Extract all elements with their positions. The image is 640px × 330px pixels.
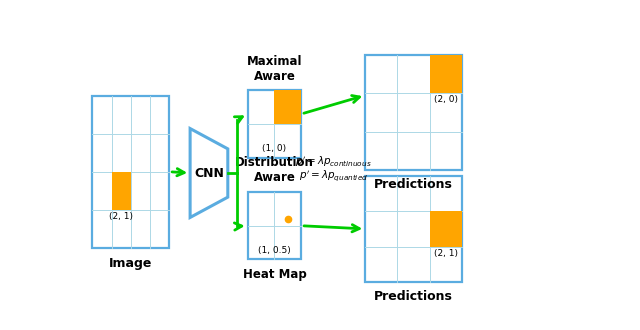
Text: (1, 0.5): (1, 0.5) — [258, 246, 291, 255]
Text: (2, 1): (2, 1) — [109, 213, 133, 221]
Bar — [111, 172, 131, 210]
Bar — [92, 95, 169, 248]
Text: Distribution
Aware: Distribution Aware — [235, 156, 314, 184]
Text: Image: Image — [109, 257, 152, 270]
Text: Heat Map: Heat Map — [243, 268, 307, 281]
Text: (2, 1): (2, 1) — [434, 249, 458, 258]
Bar — [248, 192, 301, 259]
Text: Maximal
Aware: Maximal Aware — [246, 55, 302, 83]
Text: (1, 0): (1, 0) — [262, 144, 287, 153]
Text: Predictions: Predictions — [374, 290, 453, 303]
Text: (2, 0): (2, 0) — [434, 95, 458, 104]
Polygon shape — [190, 129, 228, 217]
Text: CNN: CNN — [194, 167, 224, 180]
Text: $p' = \lambda p_{quantied}$: $p' = \lambda p_{quantied}$ — [299, 168, 368, 183]
Bar — [429, 211, 462, 247]
Bar — [365, 176, 462, 282]
Text: Predictions: Predictions — [374, 178, 453, 191]
Bar — [429, 55, 462, 93]
Text: $p' = \lambda p_{continuous}$: $p' = \lambda p_{continuous}$ — [295, 155, 372, 169]
Bar — [275, 90, 301, 124]
Bar — [248, 90, 301, 158]
Bar — [365, 55, 462, 171]
